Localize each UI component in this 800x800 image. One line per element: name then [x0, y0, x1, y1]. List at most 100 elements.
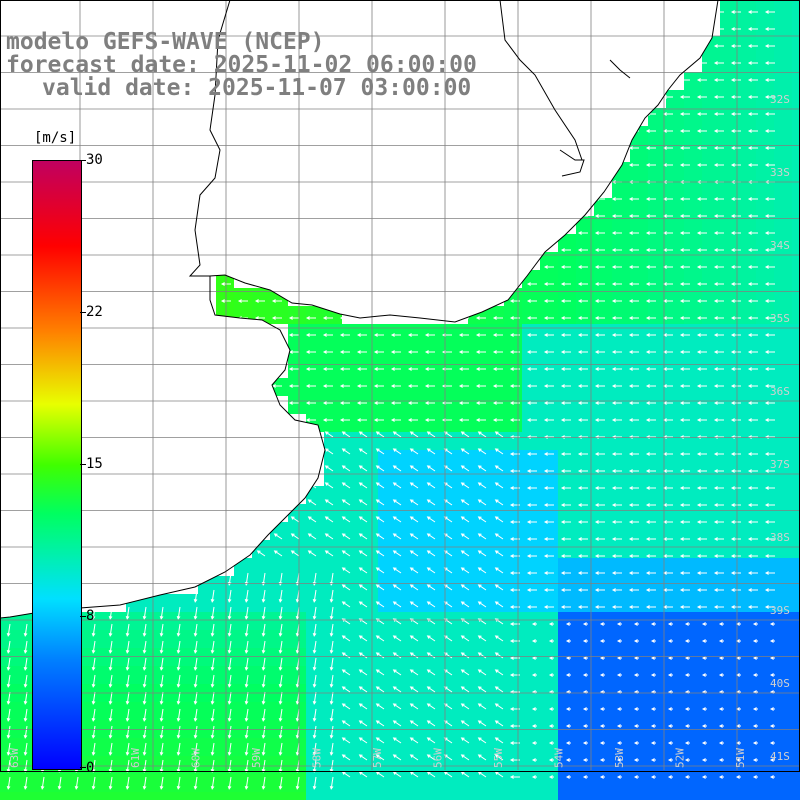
wind-speed-cell	[216, 774, 234, 792]
wind-speed-cell	[468, 774, 486, 792]
wind-speed-cell	[558, 234, 576, 252]
wind-speed-cell	[450, 630, 468, 648]
wind-arrow	[650, 656, 656, 660]
wind-arrow	[460, 669, 470, 676]
wind-speed-cell	[234, 666, 252, 684]
wind-arrow	[565, 724, 571, 728]
wind-arrow	[210, 742, 215, 756]
wind-speed-cell	[306, 576, 324, 594]
wind-speed-cell	[684, 234, 702, 252]
wind-arrow	[560, 401, 571, 405]
wind-speed-cell	[702, 162, 720, 180]
wind-speed-cell	[738, 738, 756, 756]
wind-arrow	[565, 758, 571, 762]
wind-arrow	[764, 554, 775, 558]
wind-speed-cell	[378, 648, 396, 666]
wind-speed-cell	[648, 720, 666, 738]
wind-speed-cell	[774, 18, 792, 36]
wind-speed-cell	[738, 54, 756, 72]
wind-arrow	[125, 606, 130, 620]
wind-speed-cell	[774, 450, 792, 468]
wind-speed-cell	[738, 378, 756, 396]
wind-speed-cell	[756, 576, 774, 594]
wind-speed-cell	[792, 666, 800, 684]
wind-speed-cell	[702, 558, 720, 576]
wind-speed-cell	[486, 774, 504, 792]
wind-arrow	[565, 673, 571, 677]
wind-speed-cell	[720, 90, 738, 108]
wind-arrow	[560, 486, 571, 490]
wind-speed-cell	[738, 126, 756, 144]
wind-speed-cell	[630, 756, 648, 774]
wind-speed-cell	[594, 612, 612, 630]
wind-arrow	[628, 282, 639, 286]
wind-speed-cell	[648, 648, 666, 666]
wind-speed-cell	[738, 576, 756, 594]
wind-arrow	[460, 703, 470, 710]
wind-speed-cell	[684, 666, 702, 684]
wind-arrow	[392, 737, 402, 744]
wind-speed-cell	[486, 702, 504, 720]
wind-speed-cell	[630, 324, 648, 342]
wind-arrow	[312, 691, 317, 705]
wind-speed-cell	[342, 576, 360, 594]
wind-speed-cell	[180, 594, 198, 612]
wind-arrow	[341, 499, 351, 506]
wind-speed-cell	[432, 432, 450, 450]
wind-speed-cell	[576, 792, 594, 800]
wind-arrow	[577, 452, 588, 456]
wind-speed-cell	[126, 702, 144, 720]
wind-arrow	[477, 550, 487, 557]
wind-speed-cell	[558, 540, 576, 558]
wind-arrow	[125, 657, 130, 671]
longitude-label: 58W	[311, 748, 324, 768]
wind-arrow	[509, 503, 520, 507]
wind-arrow	[764, 401, 775, 405]
wind-speed-cell	[234, 792, 252, 800]
wind-arrow	[288, 384, 299, 388]
wind-speed-cell	[666, 108, 684, 126]
wind-speed-cell	[630, 342, 648, 360]
wind-arrow	[392, 754, 402, 761]
wind-arrow	[764, 129, 775, 133]
wind-arrow	[701, 775, 707, 779]
wind-speed-cell	[396, 774, 414, 792]
wind-arrow	[392, 635, 402, 642]
wind-speed-cell	[576, 738, 594, 756]
wind-arrow	[477, 584, 487, 591]
wind-arrow	[409, 737, 419, 744]
wind-speed-cell	[414, 630, 432, 648]
wind-arrow	[329, 725, 334, 739]
wind-arrow	[244, 623, 249, 637]
wind-speed-cell	[324, 522, 342, 540]
wind-speed-cell	[612, 342, 630, 360]
wind-arrow	[494, 533, 504, 540]
wind-speed-cell	[774, 396, 792, 414]
wind-arrow	[616, 724, 622, 728]
wind-arrow	[679, 95, 690, 99]
wind-arrow	[23, 691, 28, 705]
wind-arrow	[526, 503, 537, 507]
wind-speed-cell	[702, 720, 720, 738]
wind-arrow	[23, 708, 28, 722]
wind-arrow	[616, 673, 622, 677]
wind-speed-cell	[234, 594, 252, 612]
wind-arrow	[256, 533, 266, 540]
wind-arrow	[159, 691, 164, 705]
wind-speed-cell	[774, 270, 792, 288]
wind-speed-cell	[360, 342, 378, 360]
wind-speed-cell	[396, 396, 414, 414]
wind-arrow	[560, 588, 571, 592]
wind-speed-cell	[414, 468, 432, 486]
wind-arrow	[582, 724, 588, 728]
wind-arrow	[426, 584, 436, 591]
wind-arrow	[548, 656, 554, 660]
wind-arrow	[701, 724, 707, 728]
wind-speed-cell	[756, 36, 774, 54]
wind-arrow	[210, 640, 215, 654]
wind-arrow	[460, 499, 470, 506]
wind-speed-cell	[360, 738, 378, 756]
wind-arrow	[611, 350, 622, 354]
wind-speed-cell	[18, 648, 36, 666]
wind-arrow	[679, 554, 690, 558]
